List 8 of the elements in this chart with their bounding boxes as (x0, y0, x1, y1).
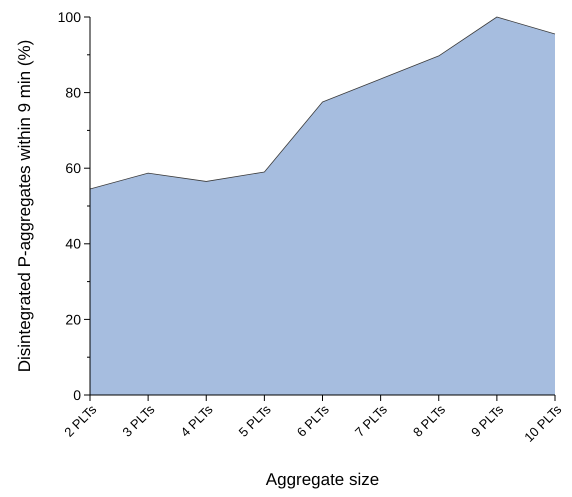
x-axis-title: Aggregate size (266, 470, 380, 489)
y-axis-title: Disintegrated P-aggregates within 9 min (%) (15, 40, 34, 372)
y-tick-label: 60 (65, 160, 82, 176)
y-tick-label: 20 (65, 311, 82, 328)
y-tick-label: 100 (58, 8, 82, 25)
y-tick-label: 40 (65, 236, 82, 252)
y-tick-label: 0 (73, 386, 82, 403)
y-tick-label: 80 (65, 84, 82, 100)
